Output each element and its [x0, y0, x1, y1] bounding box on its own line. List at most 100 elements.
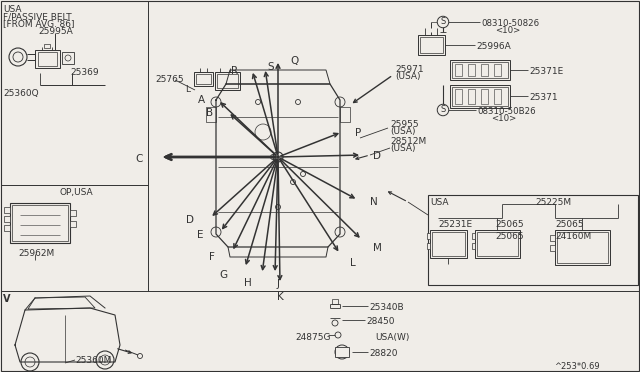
Bar — [196, 74, 211, 84]
Text: A: A — [198, 95, 205, 105]
Text: 28512M: 28512M — [390, 137, 426, 146]
Text: S: S — [440, 106, 445, 115]
Bar — [418, 35, 445, 55]
Text: M: M — [373, 243, 382, 253]
Bar — [468, 89, 475, 104]
Text: 25765: 25765 — [155, 75, 184, 84]
Bar — [550, 235, 555, 241]
Bar — [472, 243, 475, 249]
Text: 25962M: 25962M — [18, 249, 54, 258]
Bar — [35, 50, 60, 68]
Text: <10>: <10> — [495, 26, 520, 35]
Text: (USA): (USA) — [390, 144, 415, 153]
Text: 25225M: 25225M — [535, 198, 571, 207]
Text: K: K — [276, 292, 284, 302]
Bar — [455, 64, 462, 76]
Text: 28820: 28820 — [369, 349, 397, 358]
Bar — [427, 243, 430, 249]
Text: S: S — [267, 62, 274, 72]
Text: 25065: 25065 — [555, 220, 584, 229]
Text: D: D — [186, 215, 194, 225]
Text: USA: USA — [3, 5, 22, 14]
Bar — [420, 37, 443, 53]
Bar — [450, 85, 510, 108]
Text: 28450: 28450 — [366, 317, 394, 326]
Bar — [194, 72, 213, 86]
Text: P: P — [355, 128, 361, 138]
Bar — [4, 225, 10, 231]
Bar — [452, 87, 508, 106]
Text: (USA): (USA) — [390, 127, 415, 136]
Bar — [70, 221, 76, 227]
Bar — [455, 89, 462, 104]
Bar — [481, 64, 488, 76]
Bar — [332, 299, 338, 304]
Bar — [217, 74, 238, 88]
Text: S: S — [440, 17, 445, 26]
Bar — [44, 44, 50, 48]
Text: F/PASSIVE BELT: F/PASSIVE BELT — [3, 12, 72, 21]
Bar — [430, 230, 467, 258]
Text: L: L — [350, 258, 356, 268]
Text: (USA): (USA) — [395, 72, 420, 81]
Bar — [4, 216, 10, 222]
Bar — [555, 230, 610, 265]
Text: 25995A: 25995A — [38, 27, 73, 36]
Bar — [215, 72, 240, 90]
Bar — [38, 52, 57, 66]
Text: V: V — [3, 294, 10, 304]
Text: 25065: 25065 — [495, 220, 524, 229]
Bar — [475, 230, 520, 258]
Circle shape — [276, 155, 280, 158]
Text: 25360Q: 25360Q — [3, 89, 38, 98]
Text: Q: Q — [290, 56, 298, 66]
Text: 25065: 25065 — [495, 232, 524, 241]
Text: N: N — [370, 197, 378, 207]
Text: 25231E: 25231E — [438, 220, 472, 229]
Text: J: J — [277, 279, 280, 289]
Bar — [428, 195, 638, 285]
Text: R: R — [231, 66, 238, 76]
Text: USA(W): USA(W) — [375, 333, 410, 342]
Bar — [481, 89, 488, 104]
Text: 25371: 25371 — [529, 93, 557, 102]
Text: 25996A: 25996A — [476, 42, 511, 51]
Text: OP,USA: OP,USA — [60, 188, 93, 197]
Text: 08310-50826: 08310-50826 — [481, 19, 539, 28]
Bar — [340, 107, 350, 122]
Text: F: F — [209, 252, 215, 262]
Text: 25340B: 25340B — [369, 303, 404, 312]
Bar — [472, 233, 475, 239]
Text: B: B — [206, 108, 213, 118]
Text: 25371E: 25371E — [529, 67, 563, 76]
Text: L: L — [185, 85, 190, 94]
Text: <10>: <10> — [491, 114, 516, 123]
Text: 25360M: 25360M — [75, 356, 111, 365]
Bar — [468, 64, 475, 76]
Bar — [432, 232, 465, 256]
Bar — [452, 62, 508, 78]
Text: G: G — [220, 270, 228, 280]
Text: 25369: 25369 — [70, 68, 99, 77]
Bar — [206, 107, 216, 122]
Text: D: D — [373, 151, 381, 161]
Text: 08310-50B26: 08310-50B26 — [477, 107, 536, 116]
Bar — [4, 207, 10, 213]
Text: C: C — [136, 154, 143, 164]
Text: E: E — [198, 230, 204, 240]
Bar — [70, 210, 76, 216]
Text: ^253*0.69: ^253*0.69 — [554, 362, 600, 371]
Text: [FROM AVG.'86]: [FROM AVG.'86] — [3, 19, 74, 28]
Text: 24160M: 24160M — [555, 232, 591, 241]
Bar — [557, 232, 608, 263]
Bar — [12, 205, 68, 241]
Bar — [477, 232, 518, 256]
Bar — [427, 233, 430, 239]
Bar — [494, 64, 501, 76]
Bar — [450, 60, 510, 80]
Text: 24875G: 24875G — [295, 333, 330, 342]
Bar — [10, 203, 70, 243]
Bar — [494, 89, 501, 104]
Text: USA: USA — [430, 198, 449, 207]
Text: H: H — [244, 278, 252, 288]
